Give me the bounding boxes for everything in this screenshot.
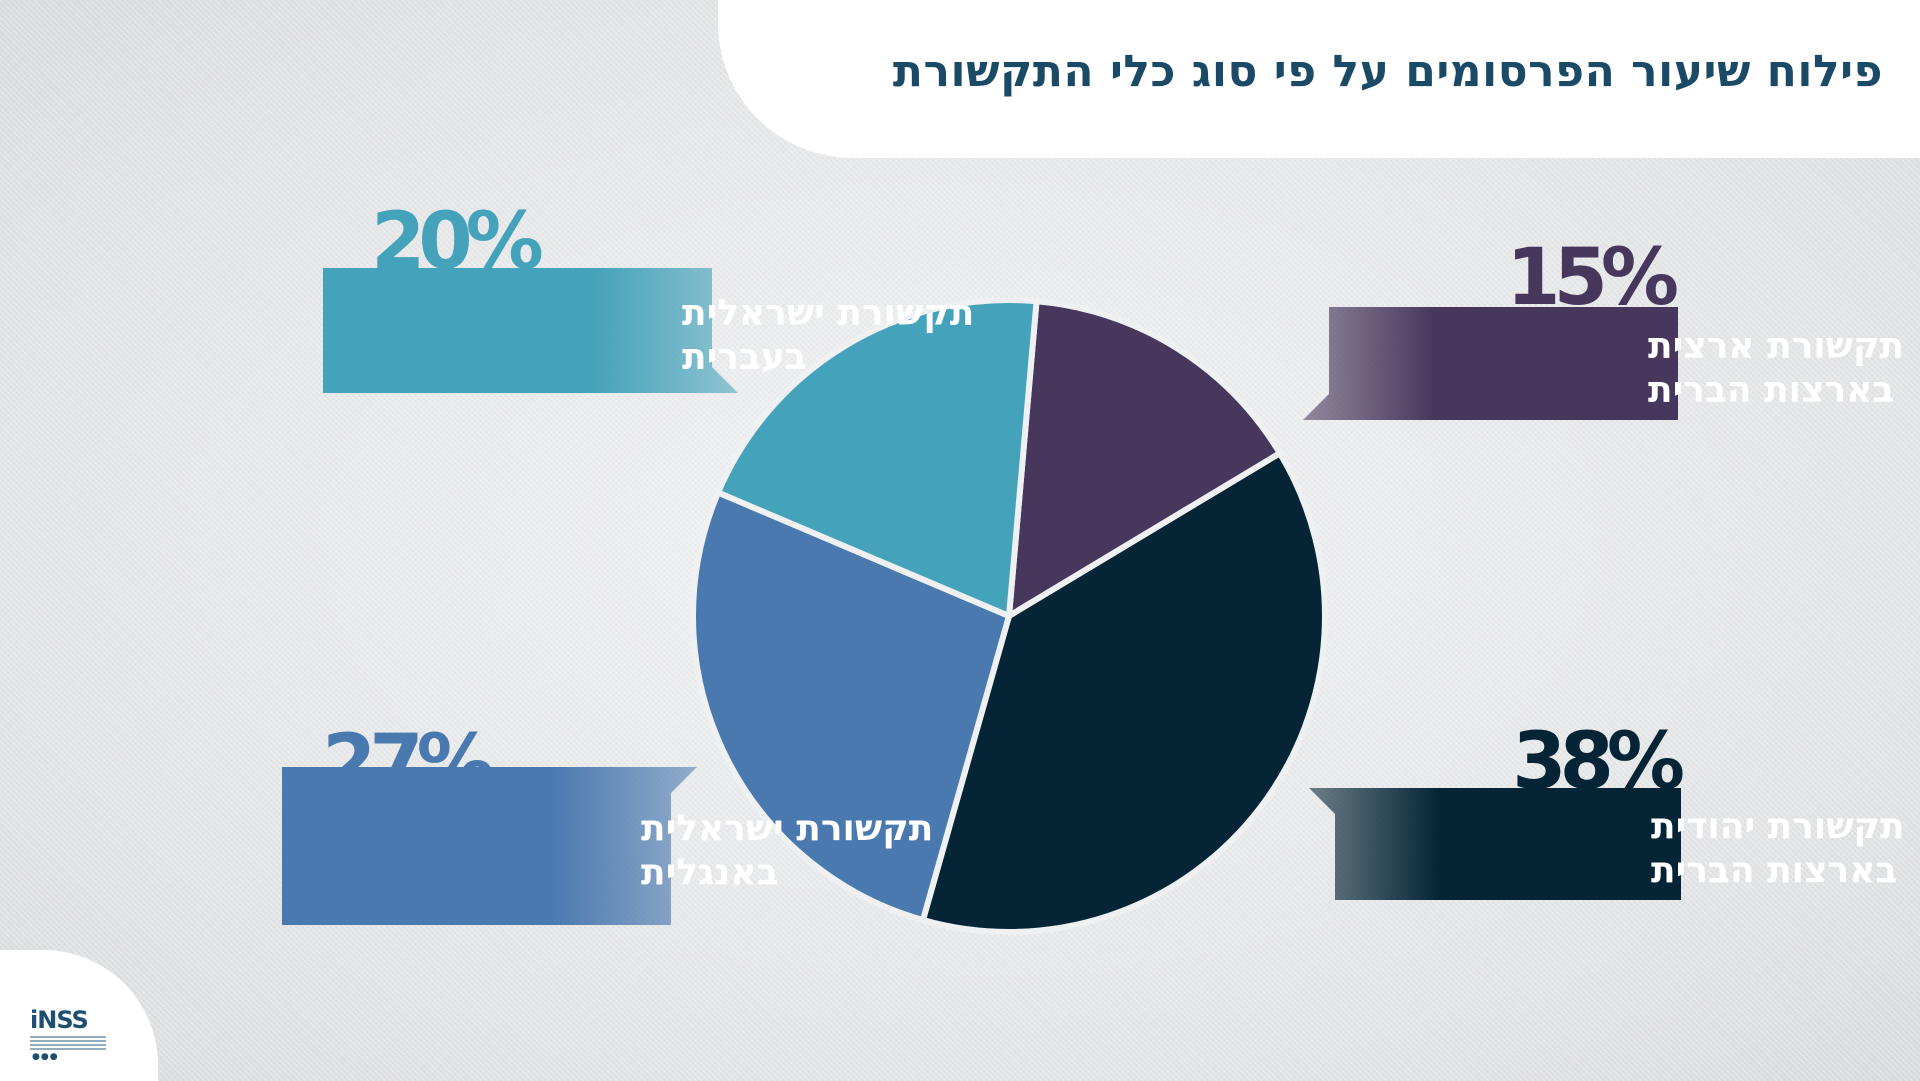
slice-label-line2: בארצות הברית — [1648, 370, 1894, 411]
pie-slice-4 — [715, 297, 1040, 619]
data-label: 15% — [1506, 233, 1677, 323]
pie-slices — [690, 297, 1328, 935]
slice-label-line2: באנגלית — [641, 852, 779, 893]
callout-box — [1309, 788, 1681, 900]
inss-logo-icon: iNSS — [30, 1006, 89, 1034]
slice-label-line1: תקשורת יהודית — [1651, 806, 1905, 847]
callout-box — [323, 268, 738, 393]
slice-label-line1: תקשורת ישראלית — [682, 293, 974, 334]
logo-dots-icon: ●●● — [32, 1052, 59, 1062]
slice-label-line1: תקשורת ארצית — [1648, 326, 1904, 367]
data-label: 20% — [371, 197, 542, 287]
pie-slice-2 — [919, 450, 1328, 935]
callout-box — [282, 767, 697, 925]
data-label: 27% — [322, 719, 493, 809]
pie-slice-1 — [1006, 298, 1283, 619]
callout-box — [1303, 307, 1678, 420]
slice-label-line1: תקשורת ישראלית — [641, 808, 933, 849]
logo-subtitle-lines — [30, 1036, 106, 1050]
slice-label-line2: בעברית — [682, 337, 807, 378]
page-title: פילוח שיעור הפרסומים על פי סוג כלי התקשו… — [892, 46, 1883, 97]
slice-label-line2: בארצות הברית — [1651, 850, 1897, 891]
data-label: 38% — [1512, 717, 1683, 807]
pie-slice-3 — [690, 489, 1012, 924]
title-panel: פילוח שיעור הפרסומים על פי סוג כלי התקשו… — [718, 0, 1920, 158]
